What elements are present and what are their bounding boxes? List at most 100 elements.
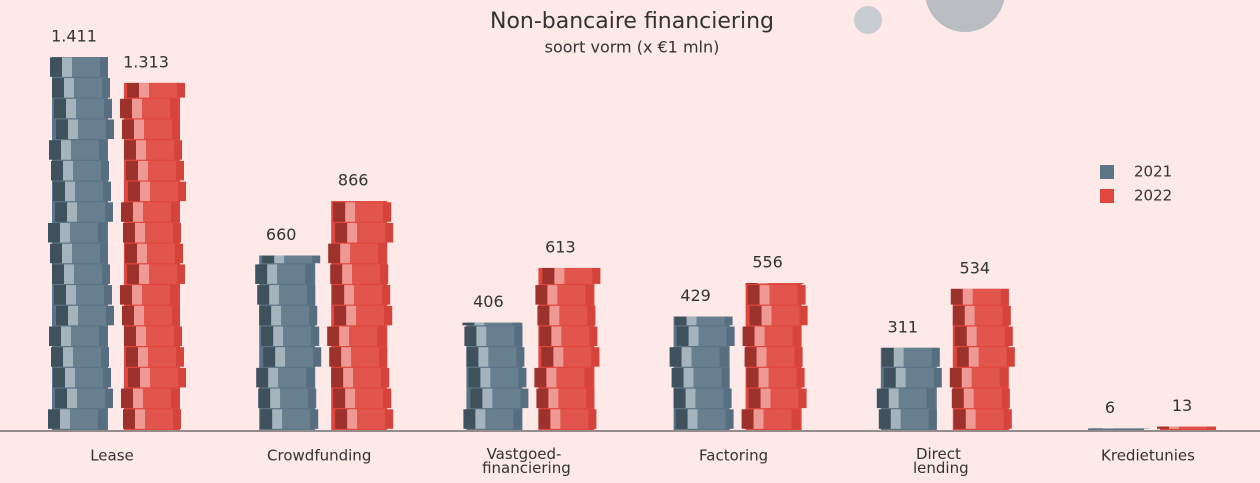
- coin-shine: [138, 161, 148, 181]
- coin-shine: [61, 140, 71, 160]
- coin-rim: [383, 202, 391, 222]
- coin-face: [285, 347, 313, 367]
- chart-subtitle: soort vorm (x €1 mln): [545, 38, 720, 57]
- coin-face: [354, 285, 382, 305]
- coin-face: [698, 409, 726, 429]
- coin-rim: [176, 347, 184, 367]
- value-label: 13: [1172, 396, 1192, 415]
- coin-face: [973, 289, 1001, 305]
- coin-edge: [124, 140, 136, 160]
- coin-shine: [347, 223, 357, 243]
- coin-face: [78, 306, 106, 326]
- coin-edge: [53, 368, 65, 388]
- coin-rim: [381, 368, 389, 388]
- coin-rim: [171, 202, 179, 222]
- coin-shine: [342, 264, 352, 284]
- coin-shine: [60, 409, 70, 429]
- coin-shine: [65, 182, 75, 202]
- coin-rim: [586, 389, 594, 409]
- coin-face: [74, 264, 102, 284]
- coin-edge: [676, 409, 688, 429]
- coin-edge: [877, 389, 889, 409]
- coin-shine: [689, 327, 699, 347]
- coin-edge: [124, 327, 136, 347]
- coin-edge: [954, 409, 966, 429]
- coin-rim: [99, 327, 107, 347]
- coin-face: [76, 285, 104, 305]
- coin-shine: [962, 368, 972, 388]
- coin-shine: [271, 306, 281, 326]
- coin-face: [70, 223, 98, 243]
- coin-shine: [134, 306, 144, 326]
- coin-shine: [550, 409, 560, 429]
- coin-face: [356, 306, 384, 326]
- coin-face: [355, 202, 383, 222]
- coin-shine: [66, 99, 76, 119]
- coin-face: [357, 223, 385, 243]
- coin-edge: [330, 264, 342, 284]
- bar-group: [742, 283, 808, 430]
- coin-face: [349, 327, 377, 347]
- coin-edge: [463, 409, 475, 429]
- coin-shine: [63, 347, 73, 367]
- coin-shine: [757, 347, 767, 367]
- coin-edge: [49, 140, 61, 160]
- coin-rim: [170, 99, 178, 119]
- coin-decoration: [925, 0, 1005, 32]
- coin-edge: [955, 327, 967, 347]
- coin-shine: [553, 347, 563, 367]
- coin-edge: [745, 347, 757, 367]
- coin-rim: [1007, 347, 1015, 367]
- coin-rim: [100, 244, 108, 264]
- coin-edge: [260, 409, 272, 429]
- coin-shine: [135, 409, 145, 429]
- coin-rim: [382, 285, 390, 305]
- coin-shine: [475, 409, 485, 429]
- coin-rim: [378, 244, 386, 264]
- coin-rim: [100, 57, 108, 77]
- coin-edge: [327, 327, 339, 347]
- coin-edge: [328, 244, 340, 264]
- chart: Non-bancaire financiering soort vorm (x …: [0, 0, 1260, 483]
- coin-rim: [385, 409, 393, 429]
- coin-face: [351, 347, 379, 367]
- bar-group: [327, 201, 393, 430]
- coin-edge: [50, 57, 62, 77]
- coin-rim: [385, 223, 393, 243]
- coin-rim: [800, 306, 808, 326]
- coin-face: [74, 78, 102, 98]
- coin-shine: [891, 409, 901, 429]
- coin-rim: [104, 285, 112, 305]
- coin-face: [974, 389, 1002, 409]
- coin-shine: [687, 317, 697, 326]
- value-label: 556: [752, 253, 783, 272]
- coin-shine: [686, 389, 696, 409]
- coin-shine: [966, 409, 976, 429]
- coin-face: [144, 306, 172, 326]
- coin-rim: [105, 389, 113, 409]
- coin-face: [977, 327, 1005, 347]
- coin-face: [357, 409, 385, 429]
- coin-face: [145, 223, 173, 243]
- coin-edge: [263, 347, 275, 367]
- coin-edge: [50, 244, 62, 264]
- coin-shine: [1169, 427, 1179, 429]
- coin-rim: [588, 409, 596, 429]
- coin-shine: [761, 389, 771, 409]
- coin-rim: [101, 161, 109, 181]
- coin-edge: [335, 409, 347, 429]
- coin-edge: [329, 347, 341, 367]
- coin-face: [699, 327, 727, 347]
- coin-rim: [1004, 409, 1012, 429]
- coin-shine: [760, 285, 770, 305]
- coin-shine: [140, 368, 150, 388]
- coin-face: [149, 83, 177, 98]
- coin-shine: [61, 327, 71, 347]
- value-label: 613: [545, 237, 576, 256]
- coin-rim: [98, 409, 106, 429]
- coin-rim: [308, 389, 316, 409]
- coin-face: [78, 120, 106, 140]
- coin-face: [557, 285, 585, 305]
- coin-shine: [132, 99, 142, 119]
- coin-rim: [103, 182, 111, 202]
